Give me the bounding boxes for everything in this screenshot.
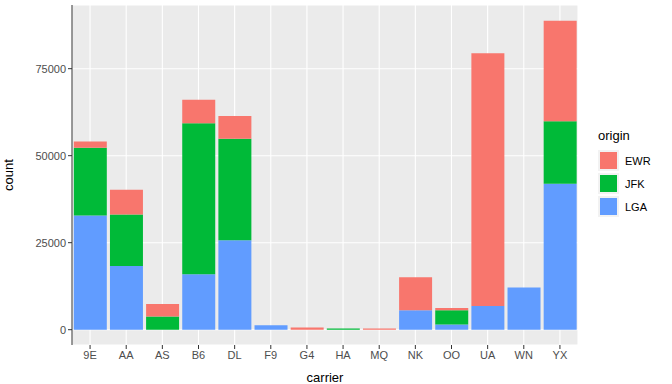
svg-text:75000: 75000	[35, 63, 66, 75]
svg-text:HA: HA	[335, 349, 351, 361]
svg-text:NK: NK	[408, 349, 424, 361]
svg-text:YX: YX	[553, 349, 568, 361]
svg-text:AS: AS	[155, 349, 170, 361]
svg-text:UA: UA	[480, 349, 496, 361]
svg-text:G4: G4	[300, 349, 315, 361]
svg-text:MQ: MQ	[370, 349, 388, 361]
svg-text:count: count	[8, 159, 16, 191]
svg-text:carrier: carrier	[307, 370, 345, 384]
svg-text:F9: F9	[264, 349, 277, 361]
svg-text:50000: 50000	[35, 150, 66, 162]
html-text:origin: origin	[598, 128, 630, 143]
svg-text:WN: WN	[515, 349, 533, 361]
svg-text:B6: B6	[192, 349, 205, 361]
svg-text:OO: OO	[443, 349, 461, 361]
svg-text:25000: 25000	[35, 237, 66, 249]
html-text:LGA: LGA	[625, 200, 647, 213]
svg-text:DL: DL	[228, 349, 242, 361]
svg-text:9E: 9E	[83, 349, 96, 361]
svg-text:AA: AA	[119, 349, 134, 361]
svg-text:0: 0	[60, 324, 66, 336]
html-text:JFK: JFK	[625, 177, 645, 190]
html-text:EWR: EWR	[625, 154, 651, 167]
